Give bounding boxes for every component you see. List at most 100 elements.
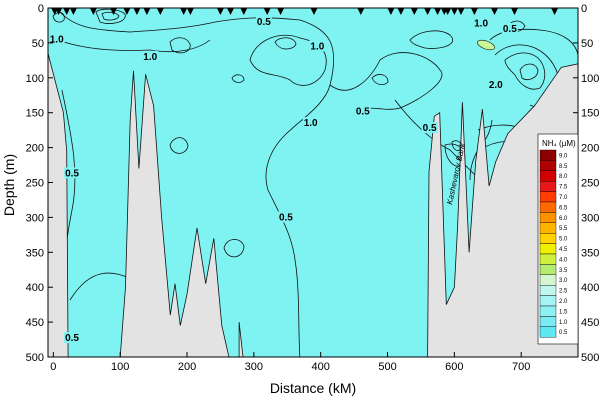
legend-level-label: 5.5 <box>559 226 568 232</box>
station-marker <box>186 8 194 15</box>
legend-level-label: 3.0 <box>559 278 568 284</box>
legend-swatch <box>539 274 557 286</box>
y-tick-label-left: 450 <box>26 317 44 329</box>
legend-level-label: 1.5 <box>559 309 568 315</box>
contour-label: 2.0 <box>489 80 503 91</box>
legend-level-label: 5.0 <box>559 237 568 243</box>
legend-level-label: 6.5 <box>559 205 568 211</box>
legend-level-label: 7.0 <box>559 195 568 201</box>
y-tick-label-right: 500 <box>581 352 599 364</box>
contour-label-bg <box>354 105 371 117</box>
contour-line <box>409 30 453 49</box>
contour-label: 1.0 <box>143 52 157 63</box>
contour-label-group: 2.0 <box>487 78 504 91</box>
contour-label-bg <box>64 332 81 344</box>
contour-line <box>231 74 245 83</box>
x-tick-label: 200 <box>178 361 196 373</box>
contour-label: 0.5 <box>65 168 79 179</box>
contour-label-group: 0.5 <box>421 122 438 134</box>
y-tick-label-left: 150 <box>26 108 44 120</box>
y-tick-label-left: 500 <box>26 352 44 364</box>
station-marker <box>55 8 63 15</box>
legend-level-label: 4.5 <box>559 247 568 253</box>
legend-swatch <box>539 253 557 265</box>
contour-line <box>59 11 301 33</box>
x-tick-label: 600 <box>445 361 463 373</box>
legend-swatch <box>539 212 557 223</box>
contour-line <box>223 239 245 258</box>
y-tick-label-left: 300 <box>26 212 44 224</box>
contour-label-group: 0.5 <box>255 15 272 28</box>
contour-label-group: 0.5 <box>64 167 81 179</box>
y-tick-label-right: 150 <box>581 108 599 120</box>
y-tick-label-left: 200 <box>26 143 44 155</box>
station-marker <box>457 8 465 15</box>
x-tick-label: 700 <box>512 361 530 373</box>
legend-swatch <box>539 191 557 203</box>
legend-swatch <box>539 316 557 327</box>
contour-label-group: 1.0 <box>48 33 65 45</box>
y-tick-label-right: 0 <box>581 3 587 15</box>
contour-labels: 1.0 1.0 0.5 1.0 1.0 0.5 0.5 1.0 0.5 2.0 0.5 0.5 0.5 <box>48 15 518 344</box>
legend-level-label: 6.0 <box>559 216 568 222</box>
legend-swatch <box>539 295 557 307</box>
legend-level-label: 8.5 <box>559 164 568 170</box>
contour-label-group: 0.5 <box>501 22 518 35</box>
y-tick-label-right: 100 <box>581 73 599 85</box>
seafloor-left <box>48 53 69 357</box>
station-marker <box>110 8 117 15</box>
station-marker <box>444 8 452 15</box>
station-marker <box>470 8 478 15</box>
legend-level-label: 2.5 <box>559 289 568 295</box>
legend-title: NH₄ (µM) <box>542 139 576 148</box>
legend-swatch <box>539 326 557 338</box>
station-marker <box>387 8 395 15</box>
legend-swatch <box>539 264 557 275</box>
contour-line <box>95 8 126 24</box>
legend-swatch <box>539 232 557 244</box>
station-marker <box>133 8 141 15</box>
contour-label-bg <box>473 17 490 29</box>
station-marker <box>143 8 151 15</box>
contour-label: 0.5 <box>356 106 370 117</box>
station-marker <box>180 8 188 15</box>
station-marker <box>491 8 498 15</box>
station-marker <box>277 8 285 15</box>
contour-label-group: 1.0 <box>302 117 319 129</box>
y-tick-label-right: 350 <box>581 247 599 259</box>
station-marker <box>216 8 224 15</box>
legend-level-label: 0.5 <box>559 330 568 336</box>
y-axis-title: Depth (m) <box>1 154 17 216</box>
legend-level-label: 1.0 <box>559 320 568 326</box>
contour-label: 1.0 <box>474 18 488 29</box>
contour-label-bg <box>501 22 518 34</box>
y-tick-label-left: 0 <box>38 3 44 15</box>
station-marker <box>397 8 405 15</box>
y-tick-label-left: 250 <box>26 178 44 190</box>
seafloor-middle <box>119 70 230 357</box>
station-marker <box>227 8 234 15</box>
station-marker <box>123 8 131 15</box>
station-marker <box>69 8 77 15</box>
station-marker <box>357 8 365 15</box>
contour-label: 0.5 <box>423 123 437 134</box>
legend-swatch <box>539 243 557 255</box>
legend-swatch <box>539 201 557 213</box>
station-marker <box>263 8 271 15</box>
contour-line <box>504 52 546 90</box>
y-tick-label-left: 50 <box>32 38 44 50</box>
station-marker <box>434 8 442 15</box>
contour-label-group: 1.0 <box>473 17 490 29</box>
y-tick-label-right: 250 <box>581 178 599 190</box>
x-tick-label: 0 <box>50 361 56 373</box>
contour-label: 0.5 <box>65 333 79 344</box>
contour-label-bg <box>487 78 504 90</box>
x-tick-label: 400 <box>312 361 330 373</box>
seafloor-small-peak <box>238 322 244 357</box>
contour-label-group: 0.5 <box>64 332 81 344</box>
y-tick-label-right: 50 <box>581 38 593 50</box>
contour-label-bg <box>48 33 65 45</box>
legend-swatch <box>539 170 557 182</box>
x-axis-title: Distance (kM) <box>270 380 356 396</box>
